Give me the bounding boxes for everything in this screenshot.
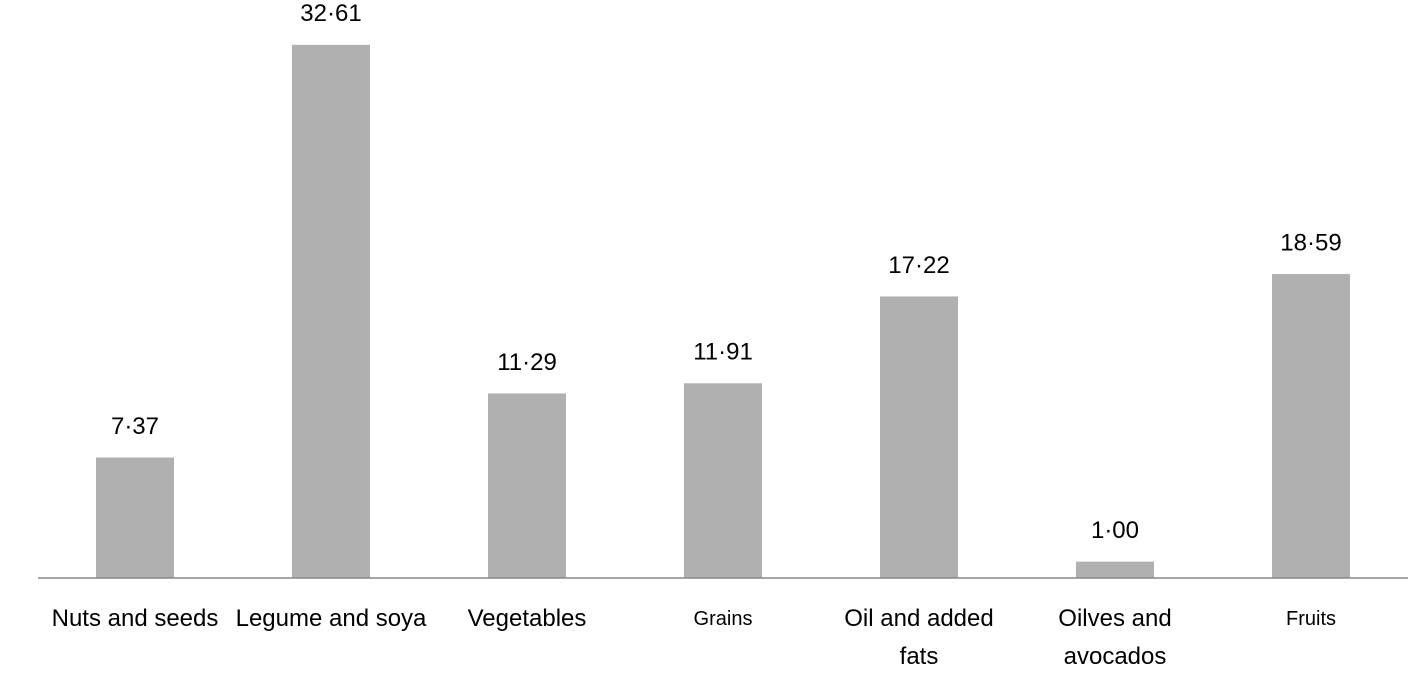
bar: [292, 44, 370, 579]
value-label: 32·61: [300, 0, 361, 27]
x-tick-label: Legume and soya: [235, 605, 427, 632]
value-label: 1·00: [1091, 517, 1139, 544]
x-tick-label: Oil and added fats: [844, 605, 994, 670]
bar: [488, 393, 566, 578]
x-tick-label: Nuts and seeds: [51, 605, 219, 632]
value-label: 11·91: [693, 339, 753, 366]
value-label: 18·59: [1280, 229, 1341, 256]
bar: [96, 457, 174, 578]
bar: [880, 296, 958, 578]
bar: [1272, 274, 1350, 578]
x-tick-label: Oilves and avocados: [1058, 605, 1172, 670]
bar: [684, 383, 762, 578]
x-tick-label: Vegetables: [467, 605, 587, 632]
x-tick-label: Grains: [693, 608, 753, 630]
x-tick-label: Fruits: [1286, 608, 1336, 630]
value-label: 7·37: [111, 413, 159, 440]
bar: [1076, 561, 1154, 578]
value-label: 17·22: [888, 252, 949, 279]
value-label: 11·29: [497, 349, 557, 376]
